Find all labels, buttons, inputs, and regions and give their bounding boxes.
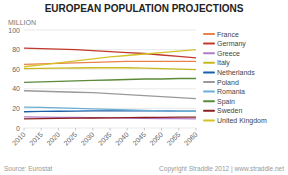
x-tick <box>178 128 179 131</box>
legend-swatch <box>204 71 214 73</box>
legend-label: United Kingdom <box>217 117 267 125</box>
legend-swatch <box>204 100 214 102</box>
legend: France Germany Greece Italy Netherlands Polan… <box>204 31 267 125</box>
y-tick-label: 0 <box>16 125 20 132</box>
series-line <box>24 117 196 119</box>
legend-swatch <box>204 110 214 112</box>
x-tick <box>110 128 111 131</box>
x-tick-label: 2060 <box>183 131 199 147</box>
legend-swatch <box>204 33 214 35</box>
legend-label: Sweden <box>217 107 242 114</box>
y-tick-label: 60 <box>12 66 20 73</box>
x-tick-label: 2045 <box>131 131 147 147</box>
legend-label: Germany <box>217 40 246 48</box>
annotation: Source: Eurostat <box>4 165 53 172</box>
grid-line <box>24 88 196 89</box>
y-axis-label: MILLION <box>8 19 36 26</box>
x-tick-label: 2040 <box>114 131 130 147</box>
y-tick-label: 100 <box>8 27 20 34</box>
legend-label: Italy <box>217 59 230 67</box>
legend-label: Greece <box>217 50 240 57</box>
x-tick <box>58 128 59 131</box>
legend-swatch <box>204 62 214 64</box>
chart: EUROPEAN POPULATION PROJECTIONSMILLION02… <box>0 0 288 175</box>
legend-swatch <box>204 91 214 93</box>
x-tick-label: 2025 <box>62 131 78 147</box>
y-tick-label: 80 <box>12 46 20 53</box>
legend-swatch <box>204 43 214 45</box>
x-tick <box>161 128 162 131</box>
y-tick-label: 40 <box>12 85 20 92</box>
series-line <box>24 50 196 67</box>
x-tick <box>127 128 128 131</box>
legend-swatch <box>204 119 214 121</box>
grid-line <box>24 30 196 31</box>
legend-label: Romania <box>217 88 245 95</box>
x-tick <box>24 128 25 131</box>
series-line <box>24 68 196 70</box>
series-line <box>24 107 196 111</box>
legend-swatch <box>204 52 214 54</box>
legend-label: Spain <box>217 98 235 106</box>
x-tick <box>196 128 197 131</box>
series-line <box>24 79 196 83</box>
legend-label: France <box>217 31 239 38</box>
x-tick-label: 2035 <box>97 131 113 147</box>
legend-label: Poland <box>217 79 239 86</box>
annotation: Copyright Straddle 2012 | www.straddle.n… <box>159 165 284 173</box>
x-tick <box>75 128 76 131</box>
x-tick <box>144 128 145 131</box>
x-tick-label: 2055 <box>166 131 182 147</box>
title: EUROPEAN POPULATION PROJECTIONS <box>45 3 244 14</box>
y-tick-label: 20 <box>12 105 20 112</box>
x-tick-label: 2015 <box>28 131 44 147</box>
x-tick <box>92 128 93 131</box>
series-line <box>24 117 196 119</box>
x-tick-label: 2030 <box>80 131 96 147</box>
series-line <box>24 91 196 99</box>
grid-line <box>24 69 196 70</box>
x-tick-label: 2050 <box>148 131 164 147</box>
grid <box>24 30 196 128</box>
x-tick-label: 2020 <box>45 131 61 147</box>
x-tick-label: 2010 <box>11 131 27 147</box>
lines <box>24 48 196 119</box>
legend-label: Netherlands <box>217 69 255 76</box>
legend-swatch <box>204 81 214 83</box>
x-tick <box>41 128 42 131</box>
